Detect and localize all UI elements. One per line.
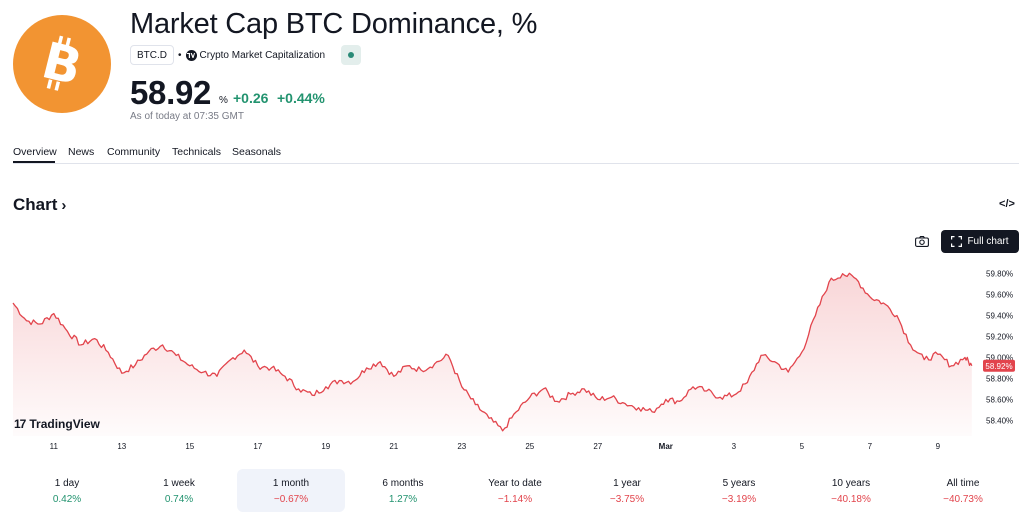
x-tick-label: 21 <box>389 442 398 451</box>
chart-heading: Chart <box>13 195 58 214</box>
current-price: 58.92 <box>130 74 212 111</box>
x-tick-label: 5 <box>800 442 805 451</box>
x-tick-label: 15 <box>185 442 194 451</box>
period-1-year[interactable]: 1 year −3.75% <box>573 469 681 512</box>
timestamp-label: As of today at 07:35 GMT <box>130 111 244 122</box>
source-label[interactable]: Crypto Market Capitalization <box>199 49 326 61</box>
period-label: 1 week <box>163 478 195 489</box>
y-tick-label: 58.80% <box>986 374 1013 383</box>
x-tick-label: Mar <box>659 442 673 451</box>
period-change: −0.67% <box>273 494 309 505</box>
tradingview-icon <box>185 49 197 61</box>
svg-text:B: B <box>36 34 87 94</box>
status-dot-icon <box>348 52 355 58</box>
y-tick-label: 58.60% <box>986 395 1013 404</box>
chart-section-link[interactable]: Chart › <box>13 195 66 215</box>
tradingview-logo[interactable]: 17 TradingView <box>14 417 100 431</box>
period-label: 1 month <box>272 478 310 489</box>
period-10-years[interactable]: 10 years −40.18% <box>797 469 905 512</box>
price-change-percent: +0.44% <box>277 90 325 106</box>
y-tick-label: 59.60% <box>986 291 1013 300</box>
camera-icon[interactable] <box>912 231 932 251</box>
active-tab-indicator <box>13 161 55 164</box>
tab-overview[interactable]: Overview <box>13 146 57 158</box>
period-label: Year to date <box>488 478 542 489</box>
x-tick-label: 27 <box>593 442 602 451</box>
symbol-tags: BTC.D • Crypto Market Capitalization <box>130 45 362 65</box>
y-tick-label: 59.00% <box>986 354 1013 363</box>
period-year-to-date[interactable]: Year to date −1.14% <box>461 469 569 512</box>
page-title: Market Cap BTC Dominance, % <box>130 8 538 40</box>
period-6-months[interactable]: 6 months 1.27% <box>349 469 457 512</box>
period-change: −1.14% <box>497 494 533 505</box>
x-tick-label: 9 <box>936 442 941 451</box>
tabs-divider <box>13 163 1019 164</box>
chevron-right-icon: › <box>61 196 67 214</box>
tab-seasonals[interactable]: Seasonals <box>232 146 282 158</box>
full-chart-label: Full chart <box>967 236 1009 247</box>
tab-technicals[interactable]: Technicals <box>172 146 222 158</box>
performance-periods: 1 day 0.42% 1 week 0.74% 1 month −0.67% … <box>13 469 1019 512</box>
market-status-badge[interactable] <box>341 45 362 65</box>
period-label: 10 years <box>831 478 871 489</box>
period-change: 1.27% <box>388 494 418 505</box>
y-tick-label: 59.20% <box>986 333 1013 342</box>
period-label: 1 year <box>613 478 641 489</box>
separator-dot: • <box>178 49 182 61</box>
last-price-badge <box>983 359 1015 372</box>
tradingview-brand: TradingView <box>29 417 100 431</box>
period-label: 6 months <box>382 478 424 489</box>
full-chart-button[interactable]: Full chart <box>941 230 1019 253</box>
x-tick-label: 17 <box>253 442 262 451</box>
x-tick-label: 25 <box>525 442 534 451</box>
period-change: −3.75% <box>609 494 645 505</box>
x-tick-label: 13 <box>117 442 126 451</box>
price-unit: % <box>219 95 228 106</box>
period-label: 1 day <box>54 478 80 489</box>
price-change: +0.26 <box>233 90 269 106</box>
x-tick-label: 3 <box>732 442 737 451</box>
period-label: All time <box>946 478 980 489</box>
series-line <box>12 272 973 432</box>
x-tick-label: 23 <box>457 442 466 451</box>
period-5-years[interactable]: 5 years −3.19% <box>685 469 793 512</box>
period-1-day[interactable]: 1 day 0.42% <box>13 469 121 512</box>
code-icon[interactable]: </> <box>999 198 1015 210</box>
period-change: −40.18% <box>831 494 871 505</box>
x-tick-label: 19 <box>321 442 330 451</box>
period-all-time[interactable]: All time −40.73% <box>909 469 1017 512</box>
y-tick-label: 58.40% <box>986 416 1013 425</box>
price-chart[interactable]: 59.80% 59.60% 59.40% 59.20% 59.00% 58.80% 58.6… <box>0 258 1024 458</box>
period-change: 0.74% <box>164 494 194 505</box>
chart-area-fill <box>13 273 972 436</box>
period-change: −3.19% <box>721 494 757 505</box>
y-axis: 59.80% 59.60% 59.40% 59.20% 59.00% 58.80% 58.6… <box>986 270 1013 426</box>
expand-icon <box>951 236 963 247</box>
bitcoin-glyph: B <box>36 34 87 94</box>
x-tick-label: 11 <box>50 442 59 451</box>
bitcoin-icon: B <box>13 15 111 113</box>
last-price-label: 58.92% <box>985 362 1012 371</box>
chart-line <box>12 272 973 432</box>
period-label: 5 years <box>722 478 756 489</box>
x-axis: 11 13 15 17 19 21 23 25 27 Mar 3 5 7 9 <box>50 442 941 451</box>
tab-community[interactable]: Community <box>107 146 161 158</box>
period-1-week[interactable]: 1 week 0.74% <box>125 469 233 512</box>
ticker-badge[interactable]: BTC.D <box>130 45 174 65</box>
period-1-month[interactable]: 1 month −0.67% <box>237 469 345 512</box>
tradingview-icon: 17 <box>14 417 26 431</box>
period-change: 0.42% <box>52 494 82 505</box>
y-tick-label: 59.40% <box>986 312 1013 321</box>
period-change: −40.73% <box>943 494 983 505</box>
last-price-marker: 58.92% <box>983 359 1015 372</box>
x-tick-label: 7 <box>868 442 873 451</box>
tab-news[interactable]: News <box>68 146 95 158</box>
y-tick-label: 59.80% <box>986 270 1013 279</box>
chart-area <box>13 273 972 436</box>
